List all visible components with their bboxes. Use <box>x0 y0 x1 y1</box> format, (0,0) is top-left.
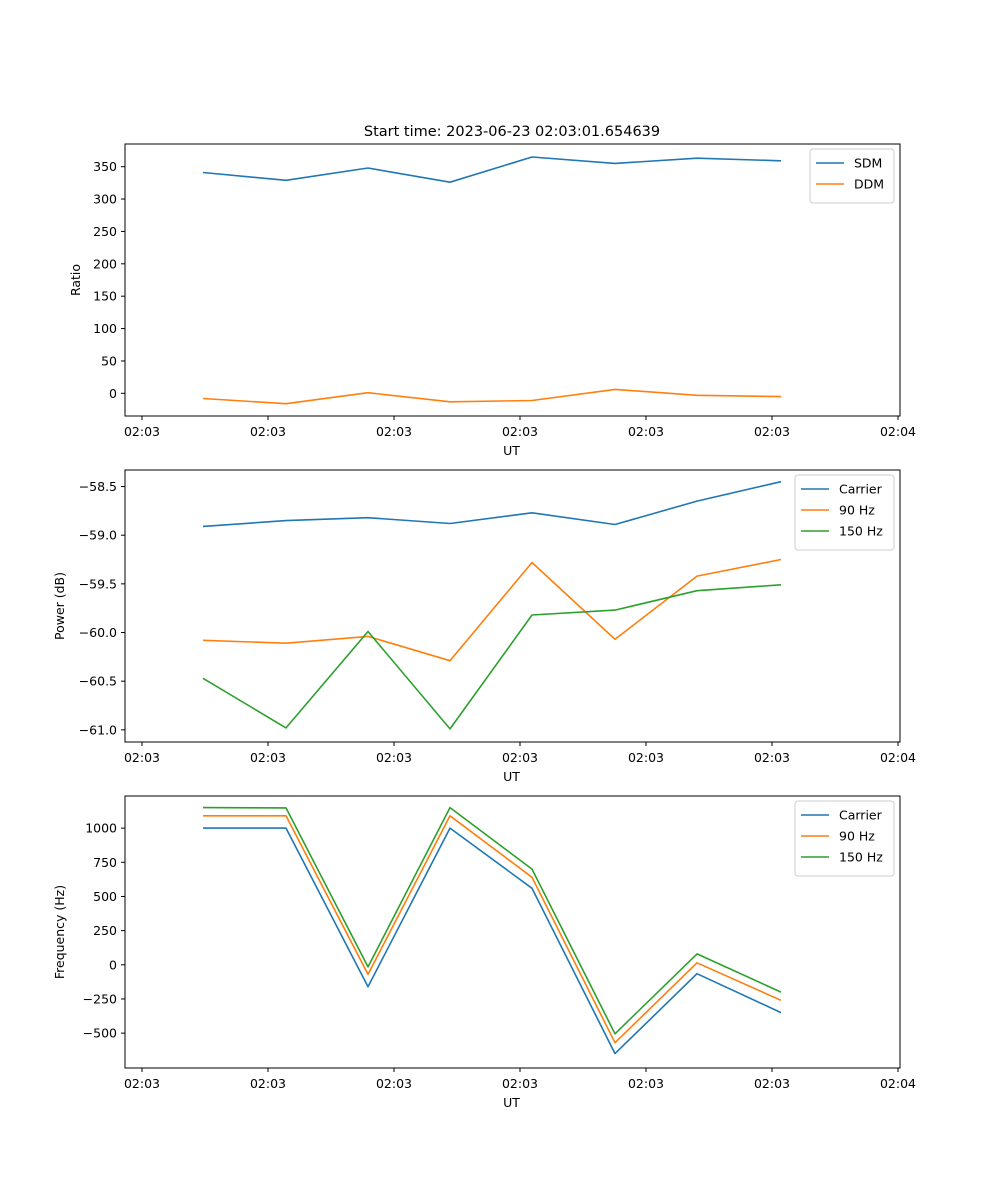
series-line-90-hz <box>203 814 782 1044</box>
legend-label: Carrier <box>839 482 883 497</box>
panel-3: 02:03 02:03 02:03 02:03 02:03 02:03 02:04 −500 −… <box>52 795 916 1110</box>
y-tick-label: −60.0 <box>79 625 117 640</box>
axes-frame <box>124 469 901 743</box>
x-tick-label: 02:03 <box>502 750 538 765</box>
y-tick-label: 750 <box>93 855 117 870</box>
y-tick-label: 250 <box>93 923 117 938</box>
y-tick-label: 300 <box>93 192 117 207</box>
legend: Carrier 90 Hz 150 Hz <box>794 800 895 877</box>
legend-label: 90 Hz <box>839 829 875 844</box>
legend-label: 150 Hz <box>839 850 883 865</box>
x-tick-label: 02:03 <box>250 1076 286 1091</box>
x-tick-label: 02:03 <box>124 1076 160 1091</box>
x-tick-label: 02:03 <box>628 424 664 439</box>
series-line-150-hz <box>202 584 782 730</box>
y-tick-label: 100 <box>93 321 117 336</box>
legend-label: 90 Hz <box>839 503 875 518</box>
legend-label: Carrier <box>839 808 883 823</box>
legend-label: SDM <box>854 156 882 171</box>
axes-frame <box>124 795 901 1069</box>
x-tick-label: 02:03 <box>250 750 286 765</box>
series-line-90-hz <box>202 558 782 662</box>
y-tick-label: 250 <box>93 224 117 239</box>
y-tick-label: 1000 <box>85 821 117 836</box>
y-tick-label: −250 <box>83 991 117 1006</box>
x-tick-label: 02:04 <box>880 750 916 765</box>
y-tick-label: 50 <box>101 353 117 368</box>
legend-label: DDM <box>854 177 884 192</box>
y-tick-label: −500 <box>83 1026 117 1041</box>
y-axis-label: Frequency (Hz) <box>52 885 67 979</box>
y-tick-label: 150 <box>93 289 117 304</box>
x-tick-label: 02:03 <box>124 750 160 765</box>
legend: SDM DDM <box>809 148 895 204</box>
y-tick-label: 200 <box>93 256 117 271</box>
x-tick-label: 02:03 <box>502 424 538 439</box>
y-tick-label: −59.5 <box>79 576 117 591</box>
axes-frame <box>124 143 901 417</box>
x-axis-label: UT <box>503 769 520 784</box>
legend: Carrier 90 Hz 150 Hz <box>794 474 895 551</box>
x-tick-label: 02:03 <box>376 1076 412 1091</box>
x-tick-label: 02:03 <box>376 424 412 439</box>
y-tick-label: −58.5 <box>79 479 117 494</box>
figure-title: Start time: 2023-06-23 02:03:01.654639 <box>364 124 660 140</box>
x-tick-label: 02:03 <box>754 1076 790 1091</box>
x-tick-label: 02:03 <box>124 424 160 439</box>
y-tick-label: 500 <box>93 889 117 904</box>
x-tick-label: 02:03 <box>754 750 790 765</box>
x-tick-label: 02:03 <box>754 424 790 439</box>
y-tick-label: 0 <box>109 386 117 401</box>
x-tick-label: 02:04 <box>880 424 916 439</box>
series-line-ddm <box>202 388 782 405</box>
series-line-150-hz <box>202 806 782 1035</box>
y-tick-label: 0 <box>109 957 117 972</box>
y-tick-label: −60.5 <box>79 674 117 689</box>
y-axis-label: Power (dB) <box>52 572 67 640</box>
x-tick-label: 02:04 <box>880 1076 916 1091</box>
y-tick-label: −59.0 <box>79 528 117 543</box>
panel-1: 02:03 02:03 02:03 02:03 02:03 02:03 02:04 0 50 10… <box>68 143 916 458</box>
legend-label: 150 Hz <box>839 524 883 539</box>
panel-2: 02:03 02:03 02:03 02:03 02:03 02:03 02:04 −61.0… <box>52 469 916 784</box>
y-tick-label: −61.0 <box>79 722 117 737</box>
x-tick-label: 02:03 <box>376 750 412 765</box>
x-tick-label: 02:03 <box>502 1076 538 1091</box>
x-axis-label: UT <box>503 443 520 458</box>
x-tick-label: 02:03 <box>628 750 664 765</box>
series-line-sdm <box>202 156 782 183</box>
series-line-carrier <box>203 827 782 1055</box>
series-line-carrier <box>202 480 782 528</box>
x-axis-label: UT <box>503 1095 520 1110</box>
y-tick-label: 350 <box>93 159 117 174</box>
y-axis-label: Ratio <box>68 264 83 296</box>
x-tick-label: 02:03 <box>628 1076 664 1091</box>
x-tick-label: 02:03 <box>250 424 286 439</box>
